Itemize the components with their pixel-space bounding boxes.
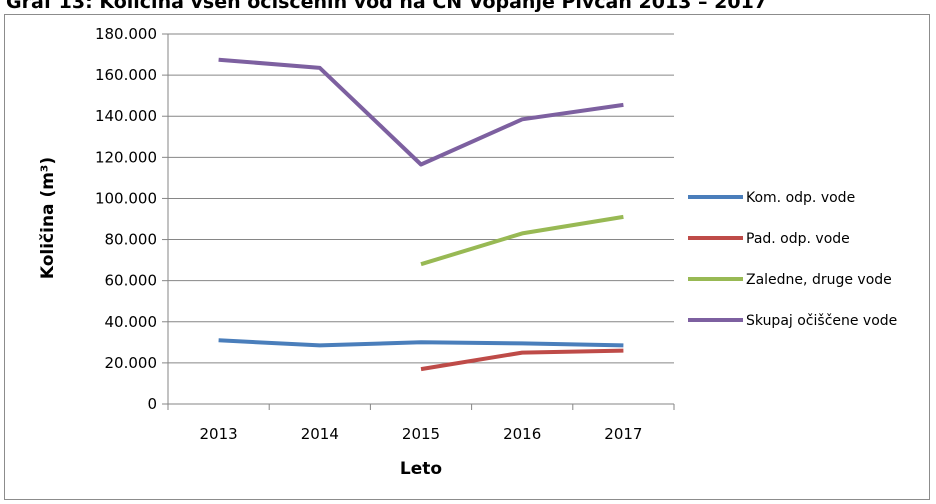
y-tick-label: 180.000 xyxy=(95,25,157,43)
y-tick-label: 160.000 xyxy=(95,66,157,84)
y-tick-label: 100.000 xyxy=(95,189,157,207)
series-line-pad-odp-vode xyxy=(420,348,624,372)
x-tick-label: 2015 xyxy=(402,425,440,443)
y-tick-labels: 0 20.000 40.000 60.000 80.000 100.000 120.000 1… xyxy=(95,25,157,413)
legend-label: Skupaj očiščene vode xyxy=(746,313,897,329)
y-tick-label: 120.000 xyxy=(95,148,157,166)
series-line-skupaj-o-i-ene-vode xyxy=(218,57,624,167)
y-tick-label: 80.000 xyxy=(105,231,158,249)
y-tick-label: 0 xyxy=(147,395,157,413)
x-tick-label: 2013 xyxy=(200,425,238,443)
x-tick-label: 2017 xyxy=(604,425,642,443)
x-tick-labels: 2013 2014 2015 2016 2017 xyxy=(200,425,643,443)
y-tick-label: 20.000 xyxy=(105,354,158,372)
chart-title: Graf 13: Količina vseh očiščenih vod na … xyxy=(6,0,768,13)
series-line-zaledne-druge-vode xyxy=(420,214,624,267)
x-tick-label: 2016 xyxy=(503,425,541,443)
legend-label: Pad. odp. vode xyxy=(746,231,850,247)
y-tick-label: 140.000 xyxy=(95,107,157,125)
x-tick-label: 2014 xyxy=(301,425,339,443)
chart-frame xyxy=(4,14,930,500)
legend: Kom. odp. vode Pad. odp. vode Zaledne, dru… xyxy=(688,190,897,329)
series-line-kom-odp-vode xyxy=(218,338,624,348)
x-axis-title: Leto xyxy=(400,459,442,479)
legend-label: Kom. odp. vode xyxy=(746,190,855,206)
y-tick-label: 60.000 xyxy=(105,272,158,290)
y-axis-title: Količina (m³) xyxy=(38,157,58,279)
legend-label: Zaledne, druge vode xyxy=(746,272,892,288)
axes xyxy=(162,33,675,410)
series-lines xyxy=(218,57,624,372)
y-tick-label: 40.000 xyxy=(105,313,158,331)
gridlines xyxy=(168,33,674,364)
